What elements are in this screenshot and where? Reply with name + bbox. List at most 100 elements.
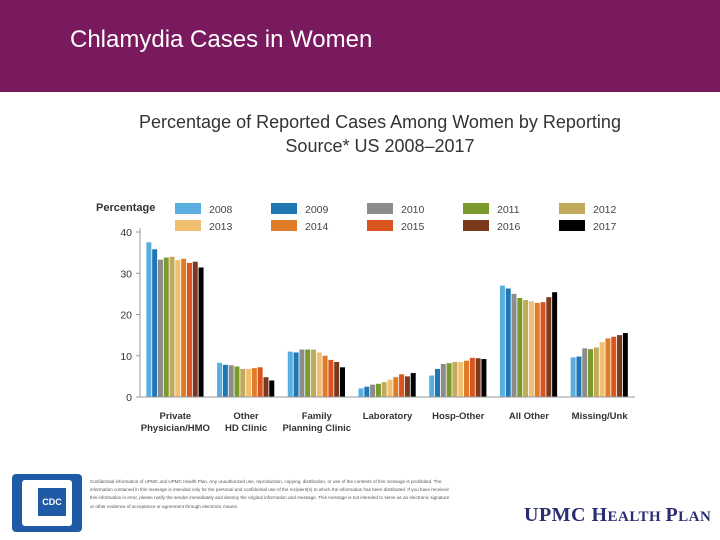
y-tick-label: 30 <box>120 268 132 280</box>
bar <box>257 367 263 397</box>
bar <box>517 298 523 397</box>
bar <box>358 388 364 397</box>
chart-title: Percentage of Reported Cases Among Women… <box>139 112 621 156</box>
bar <box>469 357 475 397</box>
brand-part2: EALTH <box>607 509 666 525</box>
bar <box>617 335 623 397</box>
y-tick-label: 40 <box>120 227 132 239</box>
legend-swatch <box>175 203 201 214</box>
legend-swatch <box>559 220 585 231</box>
bar <box>534 302 540 397</box>
disclaimer-text: Confidential information of UPMC and UPM… <box>90 479 450 509</box>
bar <box>458 361 464 397</box>
category-label: Missing/Unk <box>572 411 629 422</box>
y-tick-label: 10 <box>120 351 132 363</box>
bar <box>540 302 546 397</box>
bar <box>452 361 458 397</box>
bar <box>334 361 340 397</box>
bar <box>582 348 588 397</box>
bar <box>611 336 617 397</box>
bar <box>429 375 435 397</box>
legend-swatch <box>175 220 201 231</box>
legend-swatch <box>367 203 393 214</box>
bar <box>293 352 299 397</box>
bar <box>552 292 558 397</box>
cdc-logo: CDC <box>12 474 82 532</box>
y-tick-label: 0 <box>126 392 132 404</box>
cdc-logo-text: CDC <box>38 488 66 516</box>
bar <box>505 288 511 397</box>
legend-swatch <box>463 220 489 231</box>
bar <box>576 356 582 397</box>
bar <box>240 368 246 397</box>
bar <box>175 260 181 397</box>
bar <box>546 297 552 397</box>
y-axis-label: Percentage <box>96 202 155 214</box>
bar <box>605 338 611 397</box>
bar <box>435 368 441 397</box>
bar <box>305 349 311 397</box>
bar <box>499 285 505 397</box>
bar <box>287 351 293 397</box>
bar <box>381 382 387 397</box>
category-label: Laboratory <box>363 411 413 422</box>
bar <box>310 349 316 397</box>
bar <box>570 357 576 397</box>
category-label: Hosp-Other <box>432 411 485 422</box>
bar <box>410 373 416 397</box>
bar <box>299 349 305 397</box>
legend-swatch <box>463 203 489 214</box>
legend-swatch <box>271 203 297 214</box>
bar <box>528 301 534 397</box>
bar <box>246 368 252 397</box>
bar <box>399 374 405 397</box>
bar <box>316 352 322 397</box>
legend-label: 2013 <box>209 221 233 233</box>
bar <box>593 347 599 397</box>
bar <box>169 256 175 397</box>
upmc-health-plan-logo: UPMC HEALTH PLAN <box>524 504 711 527</box>
bar <box>198 267 204 397</box>
brand-part3: P <box>665 504 679 526</box>
legend-label: 2016 <box>497 221 521 233</box>
category-label: Other <box>233 411 259 422</box>
bar <box>523 300 529 397</box>
bar <box>511 293 517 397</box>
bar <box>464 360 470 397</box>
legend-label: 2009 <box>305 204 329 216</box>
category-label: All Other <box>509 411 549 422</box>
bar-chart: Percentage 0 10 20 30 40 2008 2009 2010 2011 2012 2… <box>96 202 635 434</box>
bar <box>446 363 452 397</box>
bar <box>146 242 152 397</box>
bar <box>228 365 234 397</box>
legend-label: 2014 <box>305 221 329 233</box>
bar <box>222 364 228 397</box>
bar <box>440 364 446 397</box>
legend-swatch <box>559 203 585 214</box>
bar <box>186 262 192 397</box>
header-bar: Chlamydia Cases in Women <box>0 0 720 92</box>
bar <box>163 257 169 397</box>
bar <box>251 368 257 397</box>
bar <box>322 355 328 397</box>
legend-label: 2008 <box>209 204 233 216</box>
legend-swatch <box>367 220 393 231</box>
legend-label: 2015 <box>401 221 425 233</box>
bar <box>387 379 393 397</box>
legend-label: 2010 <box>401 204 425 216</box>
bar <box>370 384 376 397</box>
legend-label: 2011 <box>497 204 520 216</box>
y-tick-label: 20 <box>120 310 132 322</box>
bar <box>375 383 381 397</box>
bar <box>152 249 158 397</box>
bar <box>404 376 410 397</box>
bar <box>481 359 487 397</box>
bar <box>475 358 481 397</box>
category-label: Planning Clinic <box>282 423 351 434</box>
category-label: HD Clinic <box>225 423 267 434</box>
bar <box>599 342 605 397</box>
legend-label: 2017 <box>593 221 617 233</box>
bar <box>339 367 345 397</box>
page-title: Chlamydia Cases in Women <box>70 26 373 53</box>
brand-part1: UPMC H <box>524 504 608 526</box>
